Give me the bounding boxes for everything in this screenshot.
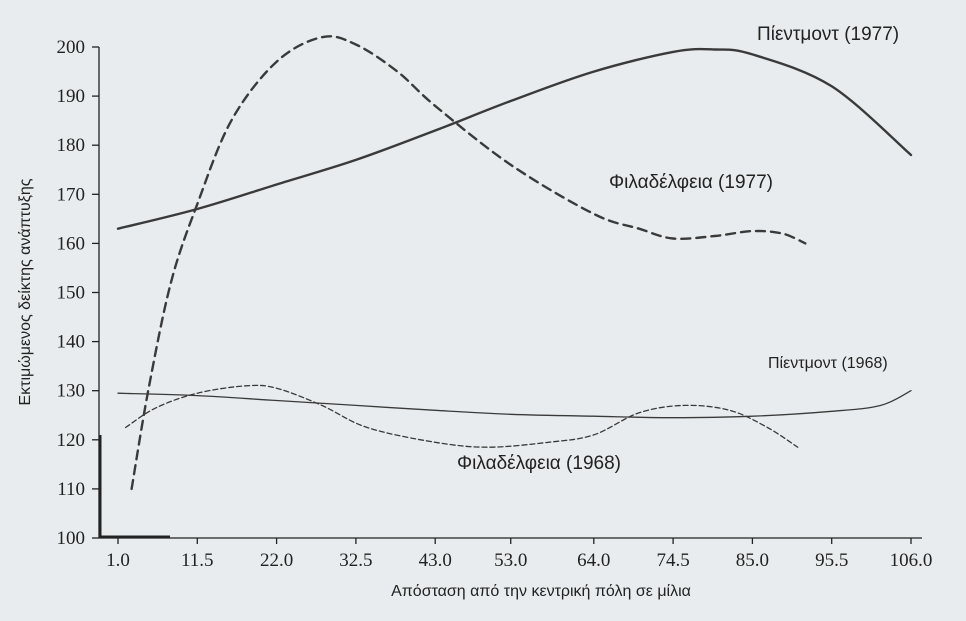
y-tick-label: 140 (57, 332, 86, 353)
x-tick-label: 95.5 (815, 550, 848, 571)
y-tick-label: 150 (57, 283, 86, 304)
x-tick-label: 53.0 (494, 550, 527, 571)
series-lines (116, 35, 913, 491)
series-label-philadelphia-1968: Φιλαδέλφεια (1968) (457, 453, 621, 474)
y-tick-label: 110 (57, 479, 85, 500)
series-label-piedmont-1977: Πίεντμοντ (1977) (757, 24, 899, 45)
y-tick-label: 190 (57, 86, 86, 107)
series-line-philadelphia-1968 (124, 384, 799, 448)
y-tick-label: 170 (57, 184, 86, 205)
series-line-piedmont-1977 (116, 47, 913, 230)
x-ticks: 1.0 11.5 22.0 32.5 43.0 53.0 64.0 74.5 85.0 95.5 1… (106, 538, 932, 571)
series-label-piedmont-1968: Πίεντμοντ (1968) (768, 355, 888, 372)
x-tick-label: 85.0 (736, 550, 769, 571)
series-line-philadelphia-1977 (130, 35, 807, 491)
y-tick-label: 120 (57, 430, 86, 451)
series-label-philadelphia-1977: Φιλαδέλφεια (1977) (609, 172, 773, 193)
y-tick-label: 100 (57, 528, 86, 549)
y-tick-label: 200 (57, 37, 86, 58)
y-tick-label: 130 (57, 381, 86, 402)
series-line-piedmont-1968 (117, 390, 912, 419)
y-axis-title: Εκτιμώμενος δείκτης ανάπτυξης (17, 178, 34, 405)
x-tick-label: 11.5 (181, 550, 214, 571)
y-ticks: 100 110 120 130 140 150 160 170 180 190 200 (57, 37, 99, 549)
x-tick-label: 43.0 (419, 550, 452, 571)
x-axis-title: Απόσταση από την κεντρική πόλη σε μίλια (391, 583, 691, 600)
x-tick-label: 64.0 (577, 550, 610, 571)
x-tick-label: 1.0 (106, 550, 130, 571)
x-tick-label: 32.5 (339, 550, 372, 571)
y-tick-label: 160 (57, 233, 86, 254)
x-tick-label: 22.0 (260, 550, 293, 571)
y-tick-label: 180 (57, 135, 86, 156)
x-tick-label: 74.5 (656, 550, 689, 571)
x-tick-label: 106.0 (890, 550, 933, 571)
